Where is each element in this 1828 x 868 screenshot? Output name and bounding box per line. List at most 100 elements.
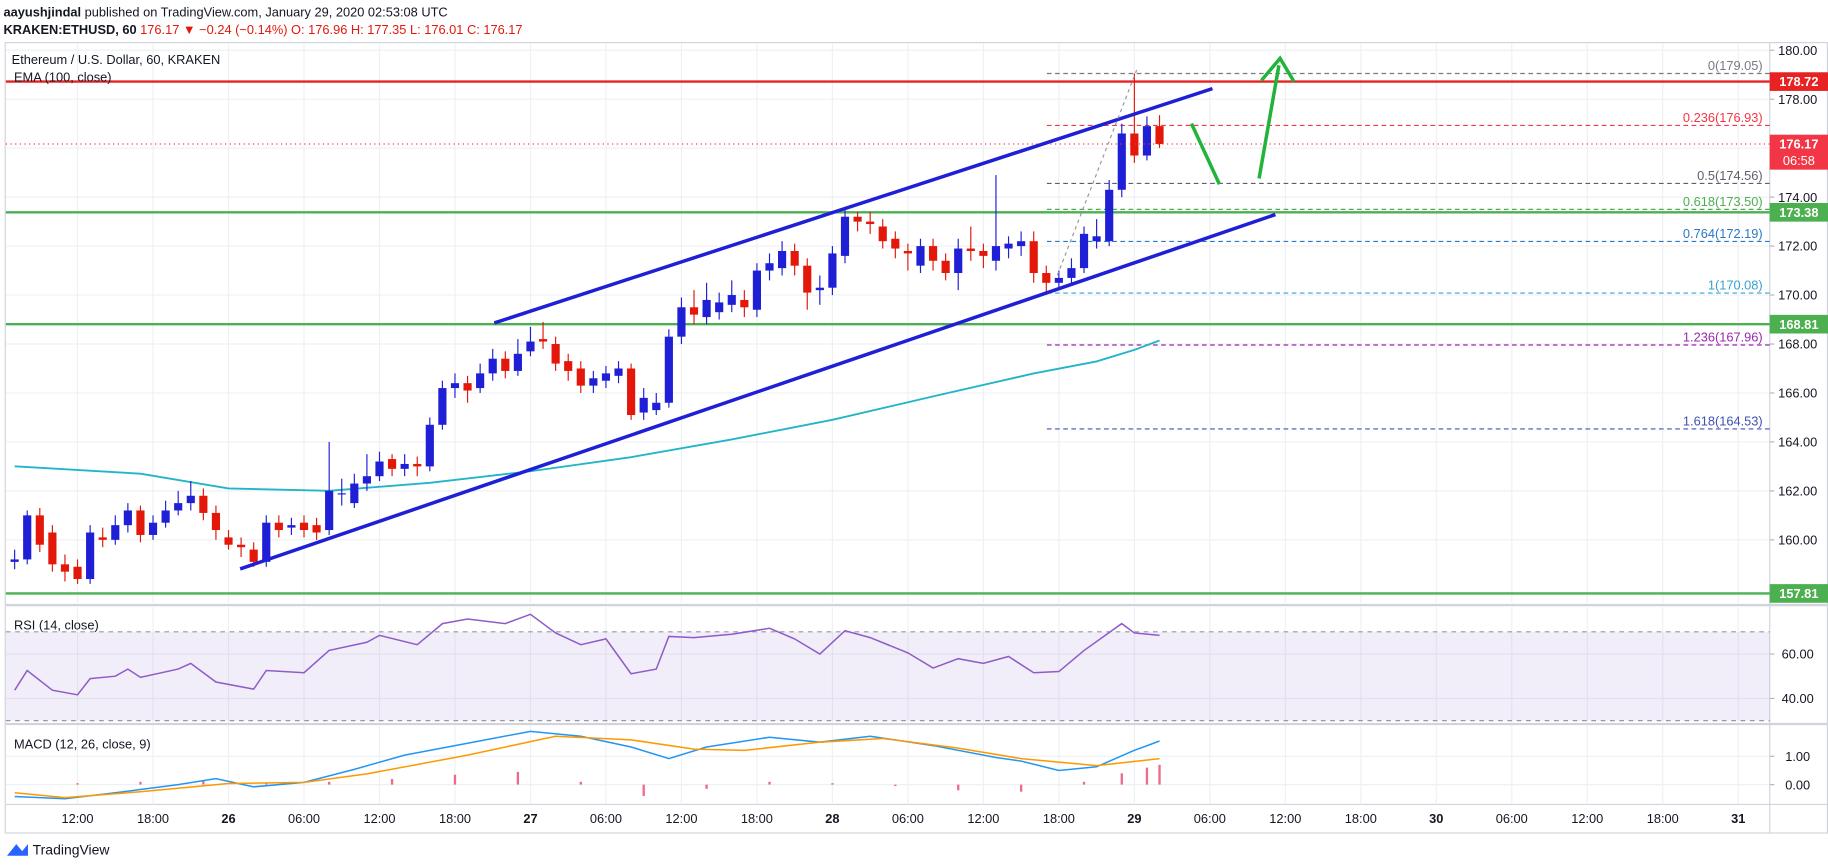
- candle-body: [689, 307, 699, 315]
- candle-body: [1054, 277, 1063, 283]
- x-tick-label: 18:00: [1345, 811, 1377, 826]
- histogram-bar: [1158, 764, 1161, 785]
- candle-body: [639, 397, 648, 413]
- header-line: aayushjindal published on TradingView.co…: [3, 4, 447, 19]
- candle-body: [450, 383, 460, 389]
- candle-body: [274, 522, 283, 531]
- x-tick-label: 18:00: [1043, 811, 1075, 826]
- candle-body: [400, 463, 409, 469]
- symbol: KRAKEN:ETHUSD, 60: [3, 22, 136, 37]
- candle-body: [1105, 189, 1114, 242]
- candle-body: [803, 265, 812, 293]
- candle-body: [463, 383, 472, 391]
- candle-body: [966, 248, 975, 251]
- plot-layer: 12:00 18:00 26 06:00 12:00 18:00 27 06:00 12:00 1…: [5, 43, 1828, 826]
- price-tag: [1769, 72, 1828, 91]
- countdown: 06:58: [1783, 153, 1815, 168]
- x-tick-label: 12:00: [363, 811, 395, 826]
- candle-body: [48, 532, 57, 565]
- published: published on TradingView.com, January 29…: [85, 4, 448, 19]
- arrow-down: [1189, 122, 1222, 185]
- candle-body: [186, 495, 195, 504]
- candle-body: [752, 270, 762, 310]
- candle-body: [1004, 243, 1013, 249]
- last-price-tag: [1769, 134, 1828, 170]
- y-tick-label: 160.00: [1778, 533, 1817, 548]
- fib-label: 0.618(173.50): [1683, 194, 1763, 209]
- candle-body: [903, 250, 912, 254]
- candle-body: [526, 341, 535, 352]
- candle-body: [98, 537, 107, 540]
- price-tag: [1769, 202, 1828, 222]
- candle-body: [325, 490, 334, 531]
- candle-body: [425, 424, 434, 467]
- histogram-bar: [768, 781, 771, 785]
- x-tick-label: 29: [1127, 811, 1141, 826]
- logo: TradingView: [6, 842, 110, 858]
- candle-body: [375, 461, 384, 477]
- histogram-bar: [265, 783, 268, 785]
- quote-line: KRAKEN:ETHUSD, 60 176.17 ▼ −0.24 (−0.14%…: [3, 22, 522, 37]
- x-tick-label: 31: [1731, 811, 1745, 826]
- y-tick-label: 60.00: [1782, 647, 1814, 662]
- rsi-band: [5, 631, 1770, 721]
- candle-body: [1155, 126, 1164, 145]
- x-tick-label: 12:00: [1269, 811, 1301, 826]
- candle-body: [86, 532, 95, 580]
- y-tick-label: 0.00: [1785, 777, 1810, 792]
- fib-label: 0.5(174.56): [1697, 168, 1763, 183]
- candle-body: [589, 378, 598, 386]
- candle-body: [1142, 126, 1152, 156]
- x-tick-label: 30: [1429, 811, 1443, 826]
- x-tick-label: 06:00: [892, 811, 924, 826]
- candle-body: [1117, 133, 1126, 190]
- candle-body: [702, 299, 711, 318]
- candle-body: [954, 248, 963, 274]
- histogram-bar: [957, 784, 960, 791]
- candle-body: [488, 358, 497, 374]
- candle-body: [262, 522, 271, 562]
- histogram-bar: [705, 784, 708, 789]
- candle-body: [413, 463, 422, 467]
- x-tick-label: 18:00: [741, 811, 773, 826]
- x-tick-label: 06:00: [1496, 811, 1528, 826]
- histogram-bar: [139, 781, 142, 785]
- ema-line: [14, 339, 1160, 492]
- candle-body: [60, 564, 70, 572]
- candle-body: [928, 246, 938, 261]
- candle-body: [362, 476, 371, 484]
- candle-body: [564, 361, 573, 371]
- candle-body: [299, 522, 309, 531]
- candle-body: [1017, 241, 1026, 247]
- candle-body: [778, 250, 787, 269]
- candle-body: [1029, 241, 1038, 274]
- candle-body: [224, 537, 233, 545]
- rsi-title: RSI (14, close): [14, 618, 99, 633]
- candle-body: [866, 221, 875, 225]
- chart-title: Ethereum / U.S. Dollar, 60, KRAKEN: [12, 52, 221, 67]
- x-tick-label: 12:00: [62, 811, 94, 826]
- candle-body: [287, 525, 296, 528]
- author: aayushjindal: [3, 4, 81, 19]
- candle-body: [727, 295, 736, 305]
- histogram-bar: [202, 780, 205, 785]
- price-tag-label: 178.72: [1779, 74, 1818, 89]
- x-tick-label: 28: [825, 811, 839, 826]
- candle-body: [715, 302, 724, 313]
- y-tick-label: 172.00: [1778, 239, 1817, 254]
- candle-body: [350, 483, 359, 504]
- indicator-line: [14, 735, 1160, 799]
- logo-icon: [6, 844, 28, 856]
- drawings: [239, 55, 1296, 571]
- candle-body: [627, 368, 636, 415]
- candle-body: [853, 216, 862, 222]
- candle-body: [161, 510, 170, 523]
- candle-body: [123, 510, 132, 526]
- candle-body: [312, 525, 321, 533]
- fib-trend: [1056, 69, 1138, 276]
- candle-body: [337, 493, 346, 495]
- y-tick-label: 170.00: [1778, 288, 1817, 303]
- price-tag: [1769, 314, 1828, 334]
- candle-body: [1092, 236, 1101, 242]
